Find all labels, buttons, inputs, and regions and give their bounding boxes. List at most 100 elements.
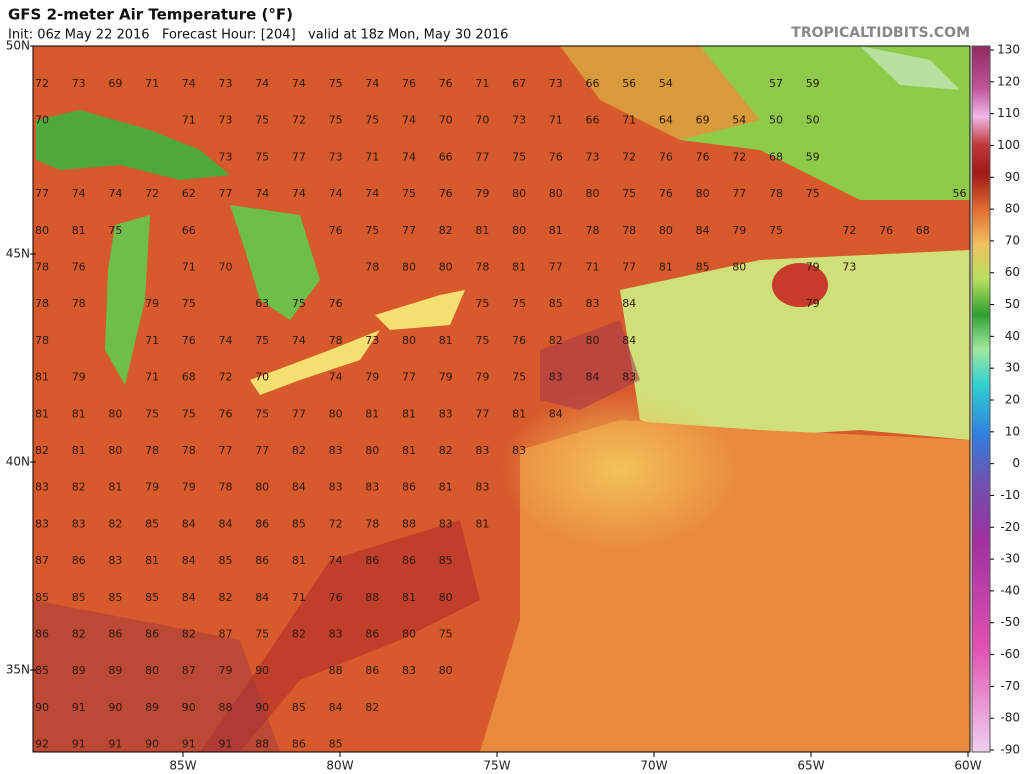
station-temp: 83 <box>329 481 343 494</box>
station-temp: 74 <box>108 187 122 200</box>
station-temp: 76 <box>439 77 453 90</box>
station-temp: 85 <box>696 261 710 274</box>
station-temp: 90 <box>255 664 269 677</box>
station-temp: 50 <box>769 114 783 127</box>
station-temp: 70 <box>219 261 233 274</box>
station-temp: 84 <box>255 591 269 604</box>
station-temp: 75 <box>475 297 489 310</box>
station-temp: 80 <box>696 187 710 200</box>
station-temp: 73 <box>219 150 233 163</box>
station-temp: 78 <box>475 261 489 274</box>
station-temp: 84 <box>329 701 343 714</box>
station-temp: 80 <box>255 481 269 494</box>
station-temp: 71 <box>622 114 636 127</box>
station-temp: 84 <box>549 407 563 420</box>
station-temp: 54 <box>732 114 746 127</box>
station-temp: 84 <box>182 554 196 567</box>
station-temp: 74 <box>182 77 196 90</box>
station-temp: 91 <box>108 738 122 751</box>
station-temp: 80 <box>549 187 563 200</box>
station-temp: 78 <box>72 297 86 310</box>
colorbar-label: 40 <box>1005 329 1020 343</box>
station-temp: 80 <box>365 444 379 457</box>
station-temp: 90 <box>255 701 269 714</box>
station-temp: 76 <box>182 334 196 347</box>
station-temp: 72 <box>145 187 159 200</box>
station-temp: 70 <box>475 114 489 127</box>
station-temp: 73 <box>512 114 526 127</box>
station-temp: 78 <box>219 481 233 494</box>
colorbar-label: 60 <box>1005 265 1020 279</box>
station-temp: 69 <box>696 114 710 127</box>
station-temp: 76 <box>659 150 673 163</box>
colorbar-label: 120 <box>997 74 1020 88</box>
colorbar-label: 10 <box>1005 424 1020 438</box>
colorbar-label: -90 <box>1000 743 1020 757</box>
station-temp: 86 <box>72 554 86 567</box>
station-temp: 86 <box>35 628 49 641</box>
station-temp: 66 <box>586 77 600 90</box>
station-temp: 80 <box>439 261 453 274</box>
station-temp: 85 <box>145 591 159 604</box>
station-temp: 78 <box>769 187 783 200</box>
station-temp: 81 <box>439 481 453 494</box>
station-temp: 85 <box>439 554 453 567</box>
station-temp: 74 <box>292 77 306 90</box>
station-temp: 74 <box>255 77 269 90</box>
station-temp: 78 <box>35 334 49 347</box>
station-temp: 80 <box>512 224 526 237</box>
station-temp: 62 <box>182 187 196 200</box>
station-temp: 74 <box>292 334 306 347</box>
station-temp: 71 <box>145 77 159 90</box>
station-temp: 75 <box>512 297 526 310</box>
station-temp: 72 <box>732 150 746 163</box>
station-temp: 88 <box>402 517 416 530</box>
station-temp: 80 <box>659 224 673 237</box>
station-temp: 88 <box>219 701 233 714</box>
station-temp: 77 <box>549 261 563 274</box>
station-temp: 72 <box>219 371 233 384</box>
station-temp: 85 <box>35 664 49 677</box>
station-temp: 87 <box>219 628 233 641</box>
station-temp: 75 <box>512 371 526 384</box>
station-temp: 81 <box>659 261 673 274</box>
station-temp: 84 <box>182 517 196 530</box>
colorbar-label: 30 <box>1005 361 1020 375</box>
station-temp: 84 <box>696 224 710 237</box>
station-temp: 79 <box>475 187 489 200</box>
lon-label: 70W <box>640 759 667 773</box>
station-temp: 83 <box>402 664 416 677</box>
station-temp: 75 <box>108 224 122 237</box>
station-temp: 82 <box>219 591 233 604</box>
station-temp: 75 <box>255 407 269 420</box>
station-temp: 80 <box>145 664 159 677</box>
station-temp: 75 <box>255 628 269 641</box>
station-temp: 79 <box>806 261 820 274</box>
station-temp: 82 <box>72 628 86 641</box>
station-temp: 81 <box>512 261 526 274</box>
station-temp: 85 <box>329 738 343 751</box>
station-temp: 77 <box>292 407 306 420</box>
colorbar-label: 50 <box>1005 297 1020 311</box>
station-temp: 68 <box>182 371 196 384</box>
station-temp: 80 <box>586 334 600 347</box>
lat-label: 45N <box>6 247 30 261</box>
station-temp: 81 <box>512 407 526 420</box>
lon-label: 65W <box>797 759 824 773</box>
station-temp: 83 <box>622 371 636 384</box>
station-temp: 75 <box>145 407 159 420</box>
station-temp: 88 <box>329 664 343 677</box>
station-temp: 78 <box>145 444 159 457</box>
station-temp: 82 <box>292 628 306 641</box>
station-temp: 86 <box>365 664 379 677</box>
station-temp: 75 <box>255 114 269 127</box>
station-temp: 86 <box>365 554 379 567</box>
station-temp: 80 <box>732 261 746 274</box>
station-temp: 71 <box>182 114 196 127</box>
station-temp: 75 <box>475 334 489 347</box>
station-temp: 80 <box>402 261 416 274</box>
station-temp: 76 <box>219 407 233 420</box>
station-temp: 80 <box>108 444 122 457</box>
station-temp: 75 <box>402 187 416 200</box>
station-temp: 82 <box>108 517 122 530</box>
